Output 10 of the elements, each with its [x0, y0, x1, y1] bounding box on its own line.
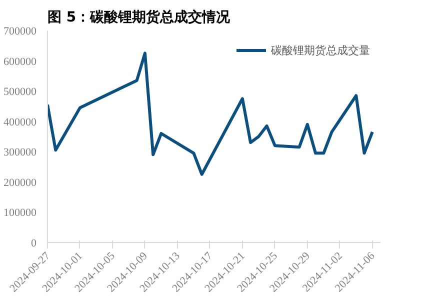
- y-tick-label: 700000: [4, 26, 37, 38]
- y-tick-label: 100000: [4, 207, 37, 220]
- y-tick-label: 500000: [4, 86, 37, 98]
- y-tick-label: 200000: [4, 176, 37, 189]
- legend-label: 碳酸锂期货总成交量: [271, 42, 370, 58]
- y-tick-label: 300000: [4, 146, 37, 159]
- y-tick-label: 600000: [4, 56, 37, 68]
- y-tick-label: 0: [31, 238, 37, 250]
- y-tick-label: 400000: [4, 116, 37, 128]
- chart-title: 图 5：碳酸锂期货总成交情况: [48, 8, 232, 26]
